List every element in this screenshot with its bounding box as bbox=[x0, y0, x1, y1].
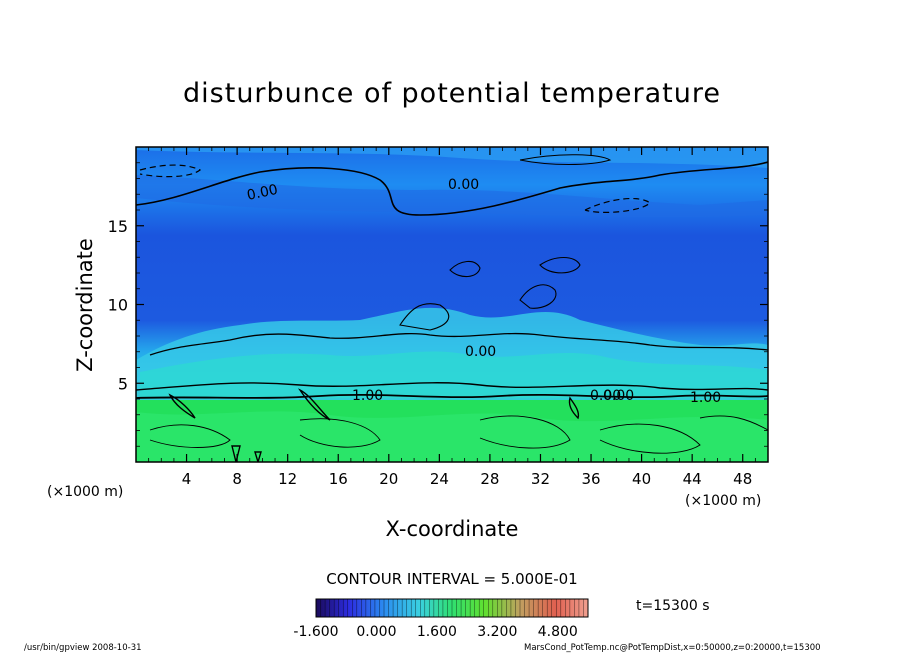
x-tick-label: 28 bbox=[480, 470, 499, 488]
x-tick-label: 8 bbox=[232, 470, 242, 488]
contour-labels: 0.00 0.00 0.00 0.00 1.00 0.00 1.00 bbox=[246, 177, 722, 406]
contour-label-7: 1.00 bbox=[690, 390, 721, 406]
contour-label-3: 0.00 bbox=[465, 344, 496, 360]
cloud-layer-inner bbox=[140, 351, 768, 398]
contour-base bbox=[136, 393, 768, 399]
y-tick-label: 5 bbox=[118, 374, 128, 393]
chart-title: disturbunce of potential temperature bbox=[183, 78, 721, 109]
upper-band-2 bbox=[136, 175, 768, 218]
contour-base-2 bbox=[136, 382, 768, 391]
contour-label-5: 1.00 bbox=[352, 388, 383, 404]
contour-label-6: 0.00 bbox=[603, 388, 634, 404]
contour-wave-3 bbox=[568, 396, 580, 420]
x-tick-label: 44 bbox=[683, 470, 702, 488]
footer-left: /usr/bin/gpview 2008-10-31 bbox=[24, 643, 142, 653]
contour-wave-1 bbox=[297, 388, 331, 421]
footer-right: MarsCond_PotTemp.nc@PotTempDist,x=0:5000… bbox=[524, 643, 821, 653]
contour-upper bbox=[136, 161, 768, 216]
contour-cloud-5 bbox=[539, 256, 581, 274]
contour-upper-4 bbox=[519, 154, 612, 165]
x-unit-left: (×1000 m) bbox=[47, 484, 123, 500]
contour-lower-2 bbox=[299, 418, 381, 448]
time-label: t=15300 s bbox=[636, 598, 710, 614]
contour-spike-1 bbox=[231, 445, 241, 462]
x-tick-label: 40 bbox=[632, 470, 651, 488]
contour-interval-label: CONTOUR INTERVAL = 5.000E-01 bbox=[326, 570, 577, 588]
x-tick-label: 32 bbox=[531, 470, 550, 488]
contour-label-1: 0.00 bbox=[246, 182, 280, 204]
contour-label-4: 0.00 bbox=[590, 388, 621, 404]
contour-cloud-3 bbox=[519, 284, 557, 309]
contour-cloud-2 bbox=[399, 303, 450, 331]
contour-upper-3 bbox=[584, 197, 651, 214]
contour-lower-1 bbox=[149, 424, 231, 448]
contour-lower-3 bbox=[479, 415, 571, 449]
y-tick-label: 15 bbox=[108, 217, 128, 236]
contour-cloud bbox=[149, 332, 768, 356]
plot-area bbox=[136, 147, 768, 462]
contour-lower-4 bbox=[599, 423, 701, 454]
x-unit-right: (×1000 m) bbox=[685, 493, 761, 509]
colorbar-tick-label: 4.800 bbox=[538, 624, 578, 640]
x-tick-label: 12 bbox=[278, 470, 297, 488]
x-tick-label: 36 bbox=[581, 470, 600, 488]
contour-upper-2 bbox=[139, 164, 202, 178]
contour-lines bbox=[136, 154, 768, 462]
contour-spike-2 bbox=[254, 451, 262, 462]
lower-layer-light bbox=[136, 411, 768, 462]
contour-lower-5 bbox=[699, 415, 768, 431]
y-axis: 5 10 15 bbox=[108, 162, 768, 447]
x-axis: 4 8 12 16 20 24 28 32 36 40 44 48 bbox=[148, 147, 756, 488]
colorbar-divisions bbox=[320, 599, 584, 617]
contour-cloud-4 bbox=[449, 260, 481, 278]
x-tick-label: 48 bbox=[733, 470, 752, 488]
x-tick-label: 4 bbox=[182, 470, 192, 488]
colorbar-ticks: -1.600 0.000 1.600 3.200 4.800 bbox=[293, 624, 577, 640]
upper-band bbox=[136, 147, 768, 168]
contour-label-2: 0.00 bbox=[448, 177, 479, 193]
x-tick-label: 16 bbox=[329, 470, 348, 488]
colorbar-tick-label: 1.600 bbox=[417, 624, 457, 640]
y-tick-label: 10 bbox=[108, 296, 128, 315]
contour-wave-2 bbox=[168, 393, 196, 419]
x-tick-label: 20 bbox=[379, 470, 398, 488]
colorbar-tick-label: 3.200 bbox=[477, 624, 517, 640]
colorbar-tick-label: 0.000 bbox=[356, 624, 396, 640]
x-tick-label: 24 bbox=[430, 470, 449, 488]
x-axis-label: X-coordinate bbox=[386, 517, 519, 541]
y-axis-label: Z-coordinate bbox=[73, 238, 97, 372]
colorbar-tick-label: -1.600 bbox=[293, 624, 338, 640]
